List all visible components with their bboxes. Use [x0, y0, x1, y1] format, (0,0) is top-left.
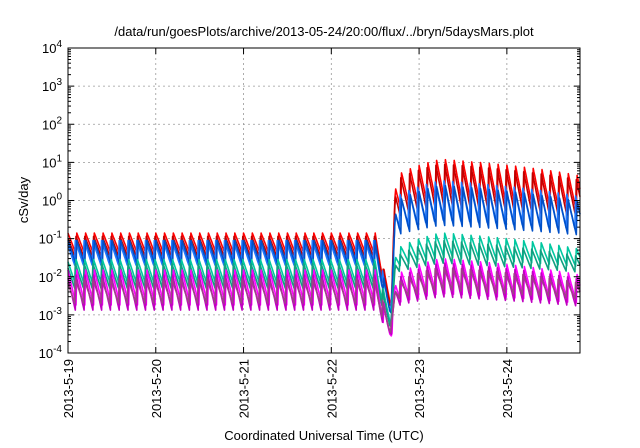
x-tick-label: 2013-5-23	[412, 359, 427, 418]
y-axis-label: cSv/day	[16, 176, 31, 223]
series-group	[67, 158, 581, 337]
y-tick-label: 10-2	[39, 268, 63, 285]
y-tick-label: 10-4	[39, 344, 63, 361]
series-line-8	[67, 262, 581, 336]
y-axis: 10-4 10-3 10-2 10-1 100 101 102 103 104	[39, 39, 580, 361]
x-tick-label: 2013-5-19	[61, 359, 76, 418]
x-axis: 2013-5-19 2013-5-20 2013-5-21 2013-5-22 2013…	[61, 48, 515, 418]
y-tick-label: 10-3	[39, 306, 63, 323]
y-tick-label: 103	[42, 77, 62, 94]
series-line-4	[67, 184, 581, 314]
y-tick-label: 10-1	[39, 230, 63, 247]
y-tick-label: 104	[42, 39, 62, 56]
x-tick-label: 2013-5-24	[500, 359, 515, 418]
x-tick-label: 2013-5-21	[237, 359, 252, 418]
x-tick-label: 2013-5-20	[149, 359, 164, 418]
series-line-9	[67, 266, 581, 333]
x-axis-label: Coordinated Universal Time (UTC)	[224, 428, 423, 443]
y-tick-label: 100	[42, 192, 62, 209]
y-tick-label: 101	[42, 153, 62, 170]
chart-title: /data/run/goesPlots/archive/2013-05-24/2…	[114, 24, 534, 39]
y-tick-label: 102	[42, 115, 62, 132]
x-tick-label: 2013-5-22	[324, 359, 339, 418]
